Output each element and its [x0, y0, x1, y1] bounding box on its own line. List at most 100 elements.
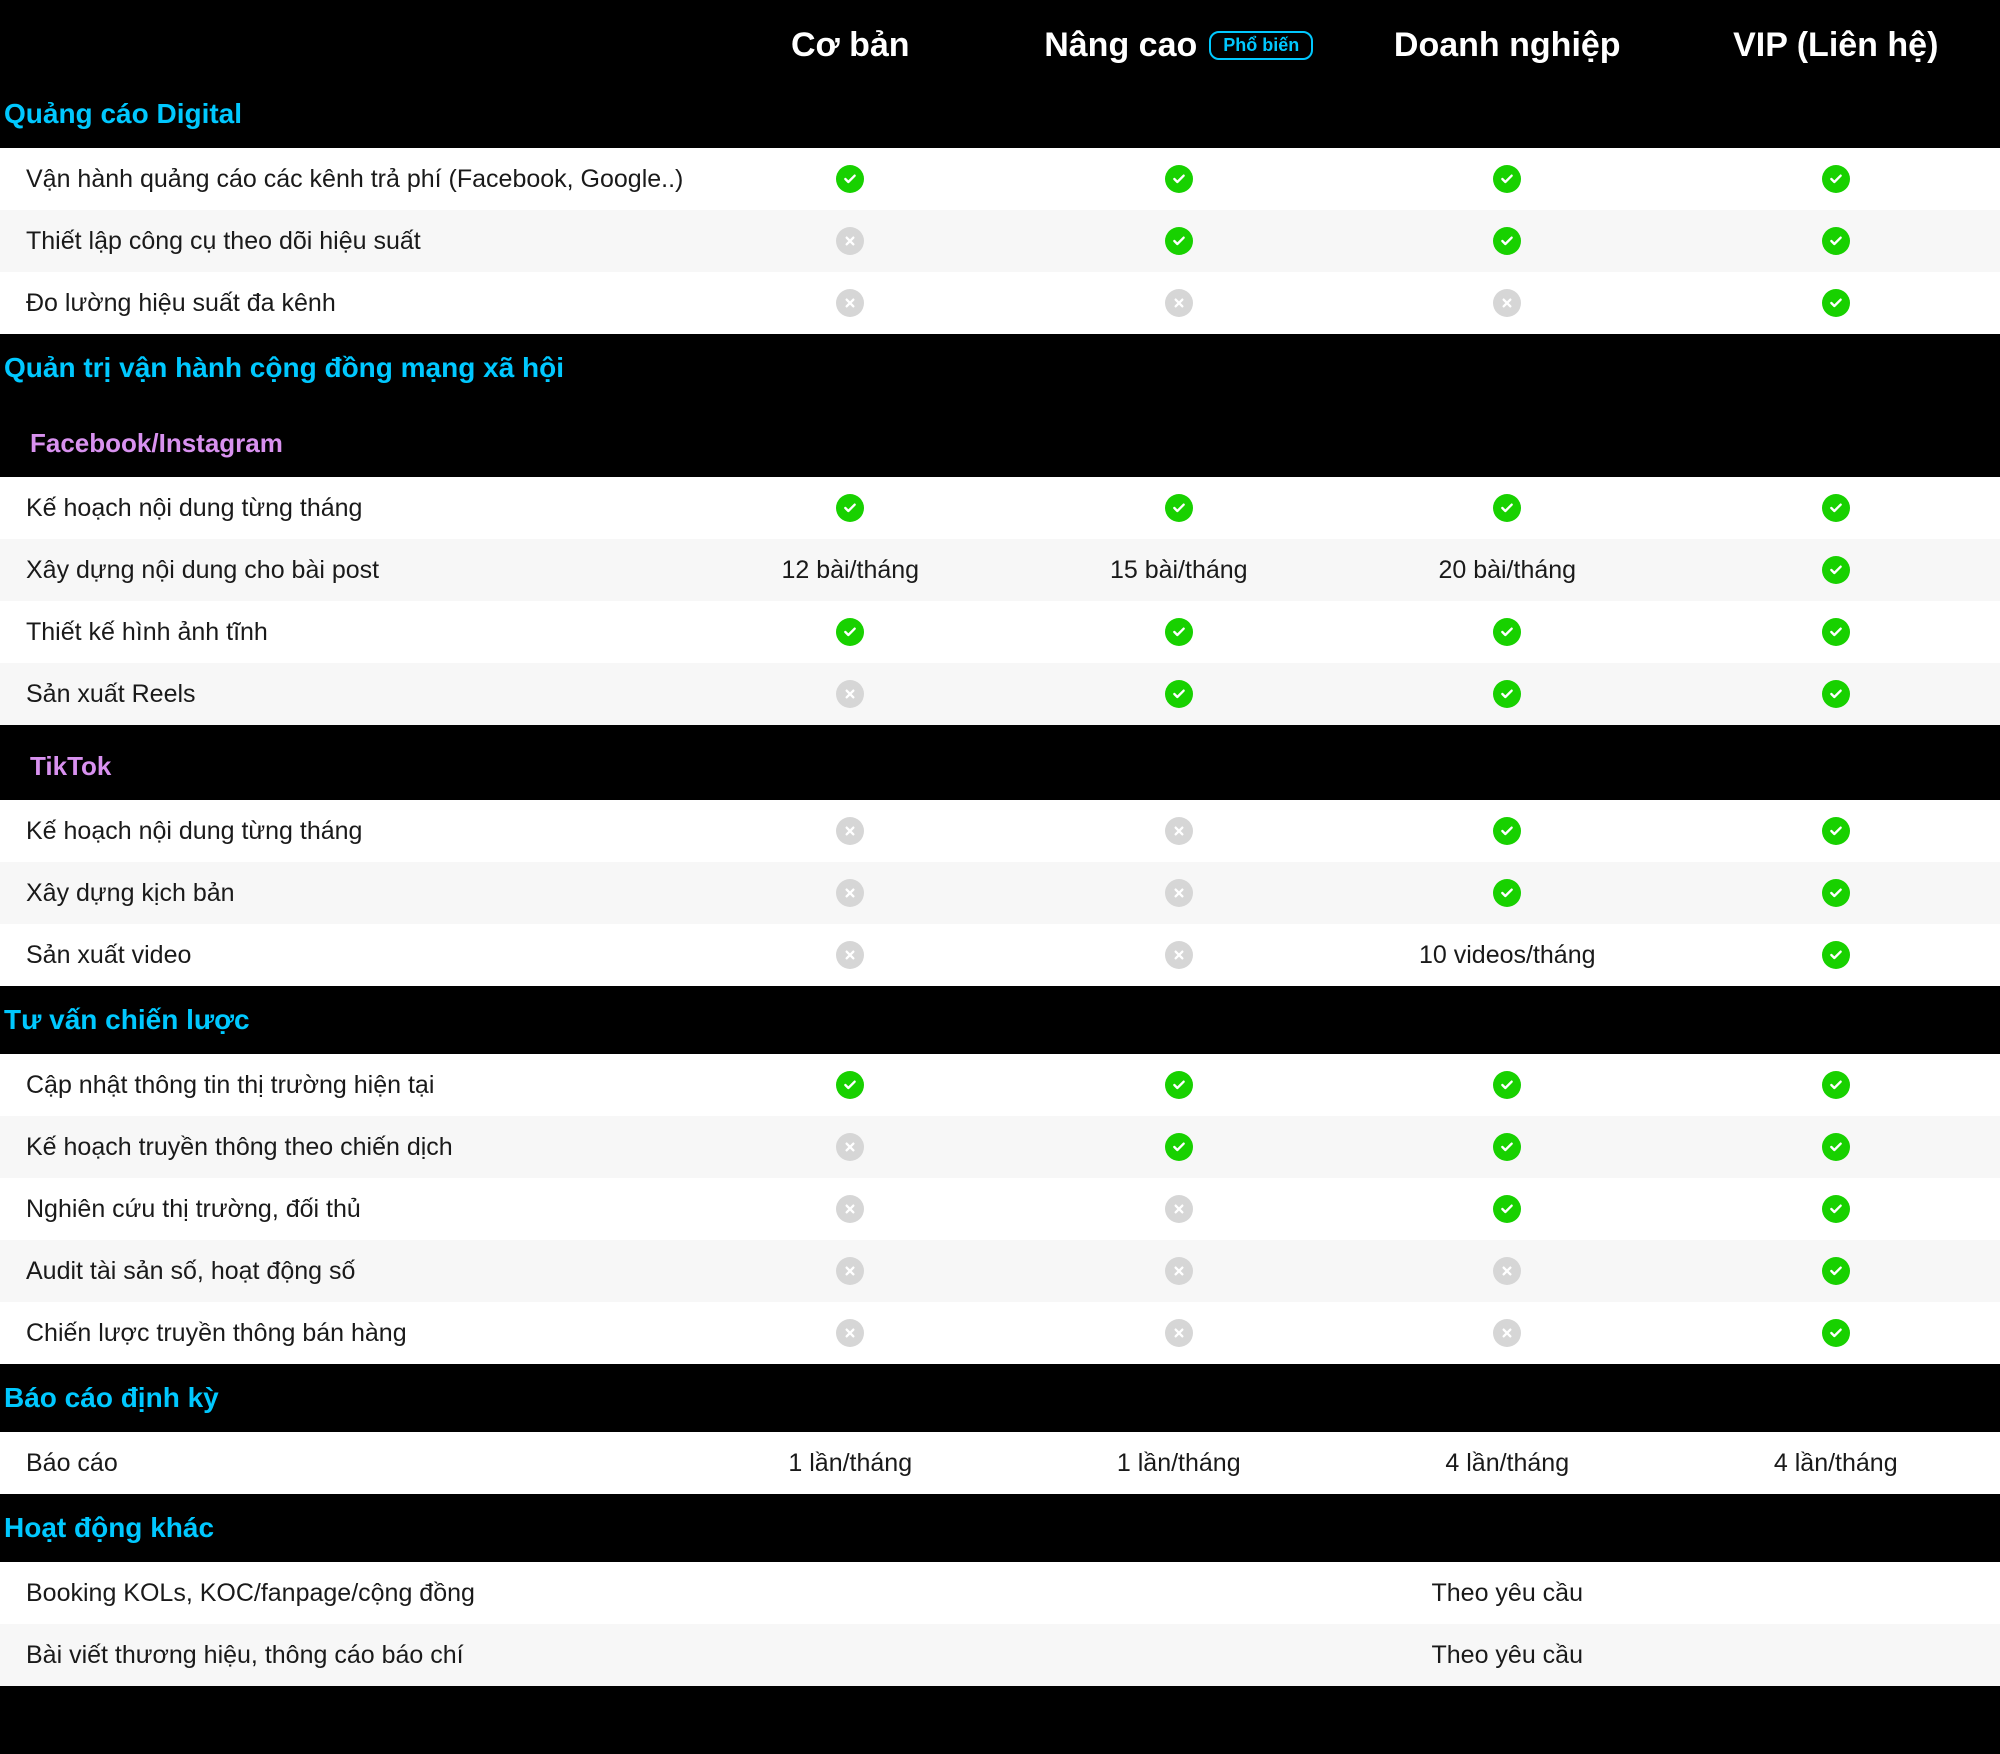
x-icon: [836, 289, 864, 317]
feature-row: Báo cáo1 lần/tháng1 lần/tháng4 lần/tháng…: [0, 1432, 2000, 1494]
check-icon: [1822, 1257, 1850, 1285]
feature-value: [1015, 1195, 1344, 1224]
check-icon: [1822, 1133, 1850, 1161]
feature-label: Kế hoạch nội dung từng tháng: [26, 817, 686, 846]
feature-row: Kế hoạch nội dung từng tháng: [0, 800, 2000, 862]
check-icon: [1822, 680, 1850, 708]
feature-value: 10 videos/tháng: [1343, 941, 1672, 970]
check-icon: [1493, 680, 1521, 708]
feature-value: [1343, 165, 1672, 194]
check-icon: [1822, 289, 1850, 317]
section-header: Báo cáo định kỳ: [0, 1364, 2000, 1432]
feature-value: [1343, 1319, 1672, 1348]
feature-label: Sản xuất Reels: [26, 680, 686, 709]
check-icon: [1165, 494, 1193, 522]
feature-label: Nghiên cứu thị trường, đối thủ: [26, 1195, 686, 1224]
feature-label: Bài viết thương hiệu, thông cáo báo chí: [26, 1641, 686, 1670]
feature-value: 15 bài/tháng: [1015, 556, 1344, 585]
feature-value: [1672, 1195, 2000, 1224]
x-icon: [1165, 941, 1193, 969]
feature-label: Thiết kế hình ảnh tĩnh: [26, 618, 686, 647]
feature-value: [1015, 817, 1344, 846]
x-icon: [1165, 817, 1193, 845]
feature-value: [1343, 1133, 1672, 1162]
x-icon: [836, 1195, 864, 1223]
feature-value: Theo yêu cầu: [1343, 1579, 1672, 1608]
x-icon: [1493, 1319, 1521, 1347]
feature-value: [1015, 1071, 1344, 1100]
feature-row: Đo lường hiệu suất đa kênh: [0, 272, 2000, 334]
check-icon: [1822, 1071, 1850, 1099]
check-icon: [1493, 165, 1521, 193]
x-icon: [1493, 1257, 1521, 1285]
check-icon: [1822, 618, 1850, 646]
check-icon: [1493, 227, 1521, 255]
plan-name: VIP (Liên hệ): [1733, 26, 1938, 65]
plan-name: Doanh nghiệp: [1394, 26, 1621, 65]
check-icon: [836, 494, 864, 522]
feature-value: [1015, 941, 1344, 970]
feature-value: [1015, 680, 1344, 709]
x-icon: [836, 941, 864, 969]
feature-row: Cập nhật thông tin thị trường hiện tại: [0, 1054, 2000, 1116]
x-icon: [1165, 1319, 1193, 1347]
plan-header-3: VIP (Liên hệ): [1672, 26, 2000, 65]
check-icon: [1493, 817, 1521, 845]
feature-value: 20 bài/tháng: [1343, 556, 1672, 585]
x-icon: [836, 227, 864, 255]
feature-value: [1015, 1319, 1344, 1348]
feature-value: [1672, 227, 2000, 256]
feature-value: [686, 227, 1015, 256]
feature-value: [1343, 227, 1672, 256]
feature-row: Bài viết thương hiệu, thông cáo báo chíT…: [0, 1624, 2000, 1686]
check-icon: [1822, 165, 1850, 193]
feature-value: [1672, 879, 2000, 908]
feature-row: Audit tài sản số, hoạt động số: [0, 1240, 2000, 1302]
feature-row: Nghiên cứu thị trường, đối thủ: [0, 1178, 2000, 1240]
section-header: Quản trị vận hành cộng đồng mạng xã hội: [0, 334, 2000, 402]
feature-value: [1672, 1133, 2000, 1162]
feature-value: [1672, 618, 2000, 647]
feature-value: [1015, 1133, 1344, 1162]
check-icon: [1165, 618, 1193, 646]
feature-value: [1672, 1257, 2000, 1286]
x-icon: [836, 817, 864, 845]
check-icon: [1493, 618, 1521, 646]
check-icon: [1493, 1071, 1521, 1099]
check-icon: [836, 1071, 864, 1099]
x-icon: [1165, 1257, 1193, 1285]
feature-row: Chiến lược truyền thông bán hàng: [0, 1302, 2000, 1364]
subsection-header: TikTok: [0, 725, 2000, 800]
popular-badge: Phổ biến: [1209, 31, 1313, 60]
section-header: Hoạt động khác: [0, 1494, 2000, 1562]
feature-value: [1672, 165, 2000, 194]
feature-row: Kế hoạch nội dung từng tháng: [0, 477, 2000, 539]
feature-label: Xây dựng kịch bản: [26, 879, 686, 908]
feature-value: [1343, 1195, 1672, 1224]
feature-row: Vận hành quảng cáo các kênh trả phí (Fac…: [0, 148, 2000, 210]
feature-row: Thiết kế hình ảnh tĩnh: [0, 601, 2000, 663]
feature-label: Chiến lược truyền thông bán hàng: [26, 1319, 686, 1348]
feature-label: Kế hoạch nội dung từng tháng: [26, 494, 686, 523]
feature-value: [1343, 680, 1672, 709]
feature-value: [1672, 1319, 2000, 1348]
x-icon: [836, 879, 864, 907]
check-icon: [1493, 879, 1521, 907]
feature-row: Kế hoạch truyền thông theo chiến dịch: [0, 1116, 2000, 1178]
feature-row: Booking KOLs, KOC/fanpage/cộng đồngTheo …: [0, 1562, 2000, 1624]
feature-label: Vận hành quảng cáo các kênh trả phí (Fac…: [26, 165, 686, 194]
feature-value: [686, 680, 1015, 709]
feature-value: [1343, 817, 1672, 846]
feature-value: [1672, 289, 2000, 318]
feature-value: [1343, 618, 1672, 647]
check-icon: [1165, 1071, 1193, 1099]
feature-value: [686, 941, 1015, 970]
check-icon: [1165, 227, 1193, 255]
plan-header-1: Nâng caoPhổ biến: [1015, 26, 1344, 65]
feature-value: 4 lần/tháng: [1672, 1449, 2000, 1478]
x-icon: [1165, 289, 1193, 317]
feature-value: 4 lần/tháng: [1343, 1449, 1672, 1478]
feature-value: [686, 289, 1015, 318]
feature-value: 1 lần/tháng: [1015, 1449, 1344, 1478]
check-icon: [1493, 1195, 1521, 1223]
